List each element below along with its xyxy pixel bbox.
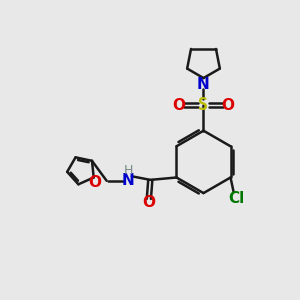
Text: N: N bbox=[197, 76, 210, 92]
Text: O: O bbox=[142, 195, 155, 210]
Text: O: O bbox=[172, 98, 186, 113]
Text: H: H bbox=[123, 164, 133, 177]
Text: S: S bbox=[199, 96, 208, 114]
Text: N: N bbox=[122, 173, 134, 188]
Text: O: O bbox=[88, 175, 101, 190]
Text: O: O bbox=[221, 98, 234, 113]
Text: Cl: Cl bbox=[228, 191, 244, 206]
